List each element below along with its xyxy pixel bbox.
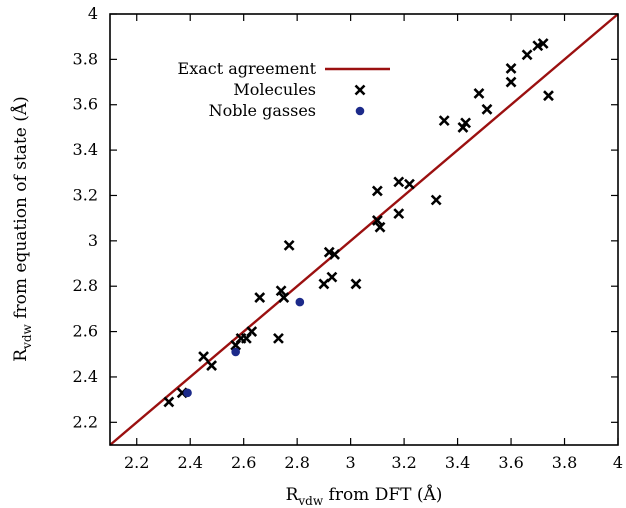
legend-label: Noble gasses <box>209 101 316 120</box>
axis-ticks: 2.2 2.4 2.6 2.8 3 3.2 3.4 3.6 3.8 4 2.2 2.4 2.6 2.8 3 3… <box>73 4 624 472</box>
molecule-point <box>246 326 258 337</box>
y-axis-label: Rvdw from equation of state (Å) <box>10 96 34 361</box>
molecule-point <box>273 332 284 344</box>
y-tick-label: 2.2 <box>73 412 98 431</box>
molecule-point <box>163 396 175 408</box>
legend-label: Exact agreement <box>178 59 317 78</box>
molecule-point <box>371 215 383 226</box>
molecule-point <box>326 271 338 283</box>
legend-cross-swatch <box>354 84 366 96</box>
molecule-point <box>374 221 386 233</box>
y-tick-label: 2.4 <box>73 367 98 386</box>
noble-gas-point <box>295 297 305 307</box>
y-tick-label: 3 <box>88 231 98 250</box>
molecule-point <box>473 87 485 99</box>
x-tick-label: 3.2 <box>391 453 416 472</box>
molecule-point <box>350 278 362 290</box>
molecule-point <box>537 38 549 49</box>
legend-dot-swatch <box>355 106 365 116</box>
legend-label: Molecules <box>233 80 316 99</box>
molecule-point <box>505 63 517 74</box>
molecule-point <box>505 76 517 88</box>
molecule-point <box>404 178 415 190</box>
data-marks <box>109 13 619 446</box>
molecule-point <box>521 49 533 61</box>
y-tick-label: 3.6 <box>73 95 98 114</box>
molecule-point <box>393 208 405 220</box>
noble-gas-point <box>183 388 192 398</box>
molecule-point <box>198 351 209 362</box>
molecule-point <box>543 90 554 102</box>
y-tick-label: 2.6 <box>73 322 98 341</box>
molecule-point <box>278 292 290 303</box>
molecule-point <box>438 115 450 127</box>
y-tick-label: 2.8 <box>73 276 98 295</box>
y-tick-label: 3.8 <box>73 49 98 68</box>
x-tick-label: 3 <box>346 453 356 472</box>
molecule-point <box>393 176 405 188</box>
x-tick-label: 3.8 <box>552 453 577 472</box>
plot-frame <box>109 13 619 446</box>
x-tick-label: 2.4 <box>177 453 202 472</box>
exact-agreement-line <box>109 13 619 446</box>
x-tick-label: 2.6 <box>231 453 256 472</box>
noble-gas-point <box>231 347 240 357</box>
molecule-point <box>206 360 218 372</box>
y-tick-label: 3.2 <box>73 185 98 204</box>
molecule-point <box>481 103 493 115</box>
x-tick-label: 3.6 <box>498 453 523 472</box>
y-tick-label: 4 <box>88 4 98 23</box>
x-tick-label: 4 <box>613 453 623 472</box>
molecule-point <box>275 285 287 297</box>
molecule-point <box>371 185 383 197</box>
molecule-point <box>283 239 295 251</box>
molecule-point <box>329 249 341 260</box>
x-axis-label: Rvdw from DFT (Å) <box>286 484 443 508</box>
legend: Exact agreement Molecules Noble gasses <box>178 59 390 120</box>
molecule-point <box>430 194 442 206</box>
x-tick-label: 2.8 <box>284 453 309 472</box>
molecule-point <box>460 117 472 129</box>
x-tick-label: 2.2 <box>124 453 149 472</box>
y-tick-label: 3.4 <box>73 140 98 159</box>
x-tick-label: 3.4 <box>445 453 470 472</box>
molecule-point <box>254 292 266 303</box>
